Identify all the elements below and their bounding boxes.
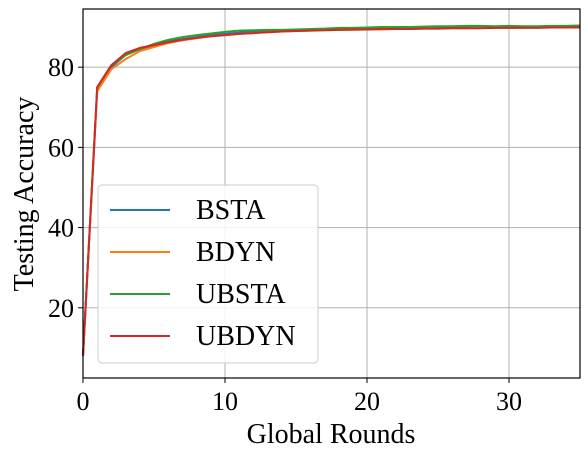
series-lines (82, 24, 581, 356)
x-tick-label: 20 (354, 387, 380, 416)
series-line-ubdyn (82, 26, 580, 356)
y-axis-title: Testing Accuracy (9, 97, 40, 292)
legend-box (97, 184, 319, 364)
plot-frame (82, 8, 581, 379)
axis-ticks: 0 10 20 30 20 40 60 80 (48, 53, 522, 416)
series-line-ubsta (82, 24, 581, 356)
y-tick-label: 20 (48, 294, 74, 323)
x-tick-label: 10 (212, 387, 238, 416)
legend: BSTA BDYN UBSTA UBDYN (97, 184, 319, 364)
legend-label-ubdyn: UBDYN (196, 321, 296, 352)
legend-label-bdyn: BDYN (196, 237, 275, 268)
x-tick-label: 30 (496, 387, 522, 416)
legend-label-bsta: BSTA (196, 195, 266, 226)
x-tick-label: 0 (77, 387, 90, 416)
x-axis-title: Global Rounds (247, 419, 416, 450)
y-tick-label: 40 (48, 214, 74, 243)
y-tick-label: 60 (48, 133, 74, 162)
legend-label-ubsta: UBSTA (196, 279, 286, 310)
y-tick-label: 80 (48, 53, 74, 82)
